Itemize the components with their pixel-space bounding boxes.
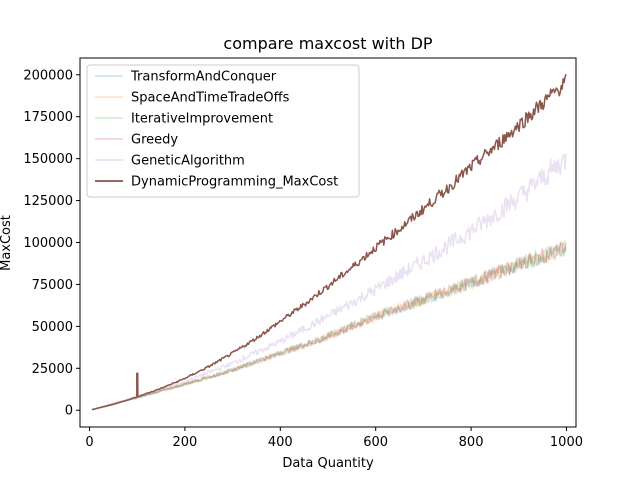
legend-label: IterativeImprovement — [131, 112, 273, 127]
series-line-TransformAndConquer — [91, 241, 567, 411]
x-axis-label: Data Quantity — [282, 456, 374, 471]
y-tick-label: 150000 — [23, 152, 73, 167]
series-line-SpaceAndTimeTradeOffs — [91, 239, 567, 411]
x-tick-label: 600 — [363, 435, 388, 450]
series-line-GeneticAlgorithm — [91, 153, 567, 411]
x-tick-label: 0 — [85, 435, 93, 450]
legend: TransformAndConquer SpaceAndTimeTradeOffs… — [86, 64, 360, 198]
y-tick-label: 200000 — [23, 68, 73, 83]
x-tick-label: 200 — [173, 435, 198, 450]
x-tick-label: 400 — [268, 435, 293, 450]
y-tick-label: 75000 — [32, 278, 73, 293]
series-line-DynamicProgramming_MaxCost — [91, 73, 567, 411]
x-tick-label: 1000 — [550, 435, 583, 450]
y-tick-label: 100000 — [23, 236, 73, 251]
x-tick-label: 800 — [459, 435, 484, 450]
chart-title: compare maxcost with DP — [223, 34, 433, 53]
y-tick-label: 50000 — [32, 320, 73, 335]
y-tick-label: 175000 — [23, 110, 73, 125]
series-line-Greedy — [91, 242, 567, 411]
y-tick-label: 25000 — [32, 362, 73, 377]
legend-label: SpaceAndTimeTradeOffs — [131, 91, 290, 106]
plot-lines — [91, 73, 567, 411]
legend-label: Greedy — [131, 133, 178, 148]
y-axis-label: MaxCost — [0, 215, 14, 271]
y-axis-ticks: 0 25000 50000 75000 100000 125000 150000 175000… — [23, 68, 80, 419]
series-line-IterativeImprovement — [91, 242, 567, 411]
legend-box — [86, 64, 360, 198]
y-tick-label: 0 — [65, 404, 73, 419]
legend-label: GeneticAlgorithm — [131, 154, 245, 169]
legend-label: TransformAndConquer — [130, 70, 277, 85]
x-axis-ticks: 0 200 400 600 800 1000 — [85, 427, 583, 450]
legend-label: DynamicProgramming_MaxCost — [131, 175, 338, 190]
y-tick-label: 125000 — [23, 194, 73, 209]
